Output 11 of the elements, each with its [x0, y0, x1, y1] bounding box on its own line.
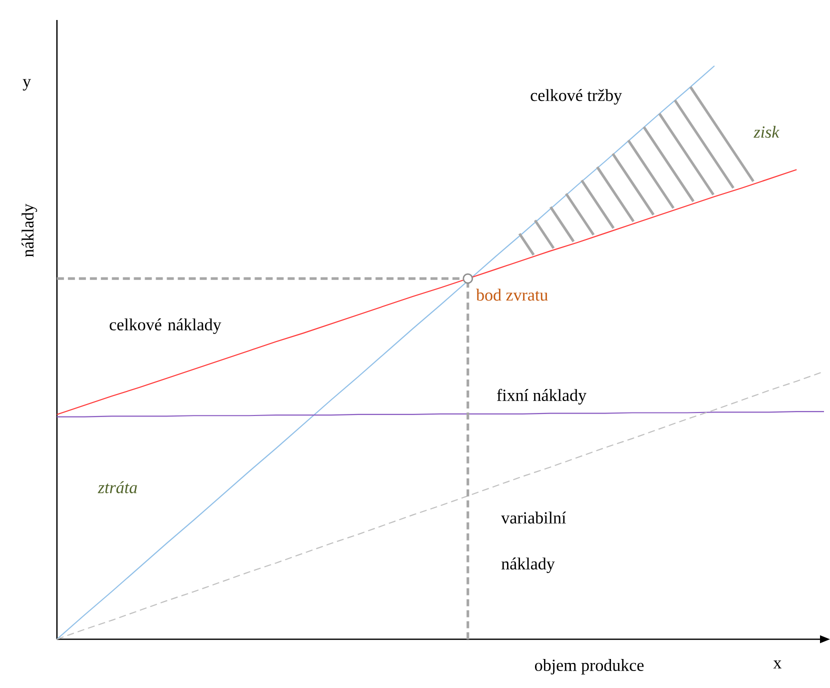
annotation: bod zvratu: [476, 288, 548, 301]
series-label: fixní náklady: [496, 388, 586, 404]
annotation: zisk: [754, 126, 780, 138]
series-label: celkové tržby: [530, 89, 622, 105]
x-axis-title: objem produkce: [534, 658, 644, 674]
text: y: [22, 79, 31, 90]
text: variabilní náklady: [501, 512, 566, 573]
series-label: celkové náklady: [110, 318, 222, 334]
y-axis-title: náklady: [22, 204, 38, 257]
annotation: ztráta: [98, 481, 137, 494]
text: x: [773, 660, 782, 668]
